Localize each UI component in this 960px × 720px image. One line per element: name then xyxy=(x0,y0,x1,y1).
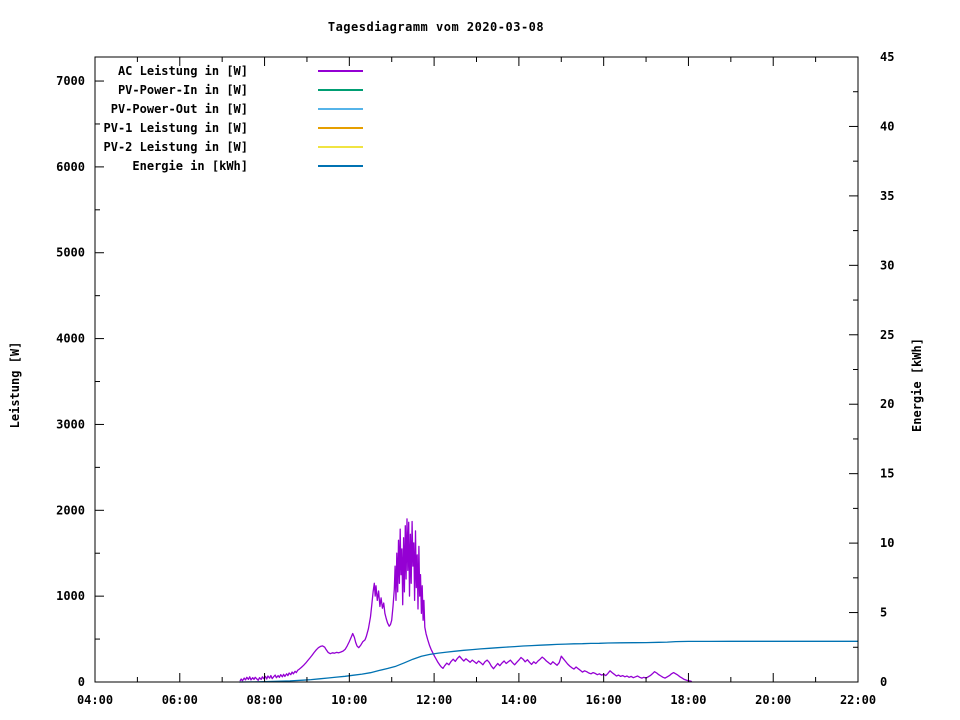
legend-label-pv-2-leistung-in-w: PV-2 Leistung in [W] xyxy=(104,140,249,154)
legend-label-pv-power-out-in-w: PV-Power-Out in [W] xyxy=(111,102,248,116)
y1-tick-label: 5000 xyxy=(56,246,85,260)
y1-tick-label: 1000 xyxy=(56,589,85,603)
x-tick-label: 14:00 xyxy=(501,693,537,707)
y2-tick-label: 35 xyxy=(880,189,894,203)
x-tick-label: 06:00 xyxy=(162,693,198,707)
y1-tick-label: 6000 xyxy=(56,160,85,174)
y2-tick-label: 15 xyxy=(880,467,894,481)
chart-title: Tagesdiagramm vom 2020-03-08 xyxy=(327,20,545,34)
y1-tick-label: 2000 xyxy=(56,503,85,517)
y2-tick-label: 0 xyxy=(880,675,887,689)
y1-tick-label: 0 xyxy=(78,675,85,689)
y2-tick-label: 25 xyxy=(880,328,894,342)
y2-tick-label: 40 xyxy=(880,119,894,133)
x-tick-label: 22:00 xyxy=(840,693,876,707)
y2-tick-label: 10 xyxy=(880,536,894,550)
x-tick-label: 10:00 xyxy=(331,693,367,707)
x-tick-label: 16:00 xyxy=(586,693,622,707)
y1-tick-label: 4000 xyxy=(56,332,85,346)
x-tick-label: 12:00 xyxy=(416,693,452,707)
legend-label-ac-leistung-in-w: AC Leistung in [W] xyxy=(118,64,248,78)
x-tick-label: 18:00 xyxy=(670,693,706,707)
legend-label-pv-power-in-in-w: PV-Power-In in [W] xyxy=(118,83,248,97)
y2-tick-label: 30 xyxy=(880,258,894,272)
legend-label-energie-in-kwh: Energie in [kWh] xyxy=(132,159,248,173)
y1-tick-label: 7000 xyxy=(56,74,85,88)
series-line-energie-in-kwh xyxy=(239,640,858,683)
x-tick-label: 04:00 xyxy=(77,693,113,707)
x-tick-label: 20:00 xyxy=(755,693,791,707)
series-line-ac-leistung-in-w xyxy=(239,518,693,683)
y2-tick-label: 45 xyxy=(880,50,894,64)
x-tick-label: 08:00 xyxy=(246,693,282,707)
y1-tick-label: 3000 xyxy=(56,417,85,431)
y2-tick-label: 5 xyxy=(880,606,887,620)
legend-label-pv-1-leistung-in-w: PV-1 Leistung in [W] xyxy=(104,121,249,135)
y2-tick-label: 20 xyxy=(880,397,894,411)
